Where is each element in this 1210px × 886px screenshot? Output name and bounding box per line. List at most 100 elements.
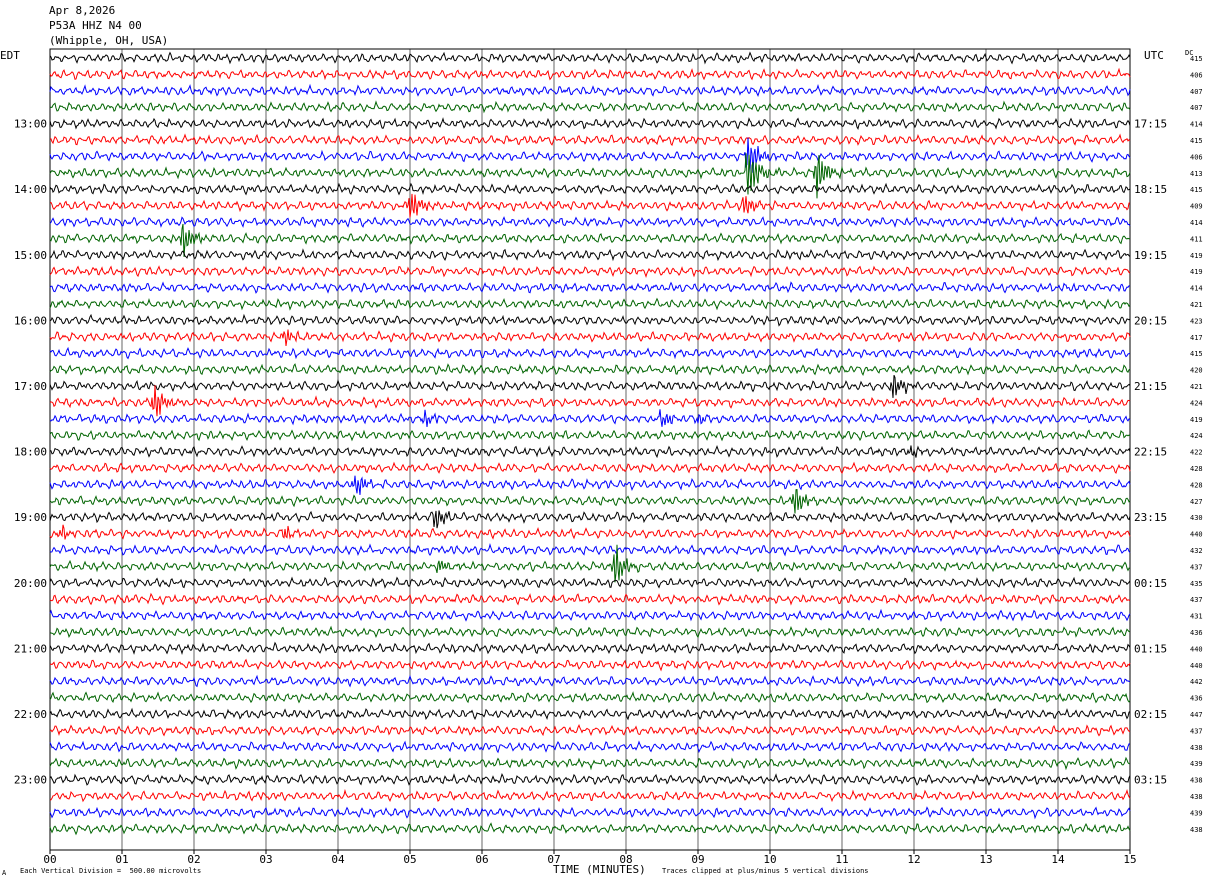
dc-offset-label: 414 bbox=[1190, 121, 1203, 129]
edt-hour-label: 17:00 bbox=[14, 380, 47, 393]
seismic-trace bbox=[49, 724, 1131, 737]
x-axis-title: TIME (MINUTES) bbox=[553, 863, 646, 876]
dc-offset-label: 415 bbox=[1190, 186, 1203, 194]
dc-offset-label: 438 bbox=[1190, 744, 1203, 752]
seismic-trace bbox=[49, 329, 1131, 346]
dc-offset-label: 439 bbox=[1190, 809, 1203, 817]
dc-offset-label: 424 bbox=[1190, 399, 1203, 407]
dc-offset-label: 422 bbox=[1190, 449, 1203, 457]
dc-offset-label: 419 bbox=[1190, 268, 1203, 276]
dc-column-label: DC bbox=[1185, 49, 1194, 57]
edt-hour-label: 16:00 bbox=[14, 314, 47, 327]
x-tick-label: 15 bbox=[1123, 853, 1136, 866]
utc-hour-label: 20:15 bbox=[1134, 314, 1167, 327]
dc-offset-label: 442 bbox=[1190, 678, 1203, 686]
dc-offset-label: 440 bbox=[1190, 662, 1203, 670]
dc-offset-label: 439 bbox=[1190, 760, 1203, 768]
edt-hour-label: 21:00 bbox=[14, 642, 47, 655]
seismic-trace bbox=[49, 608, 1131, 622]
dc-offset-label: 431 bbox=[1190, 613, 1203, 621]
seismic-trace bbox=[49, 740, 1130, 754]
edt-hour-label: 13:00 bbox=[14, 118, 47, 131]
seismic-trace bbox=[49, 625, 1130, 639]
seismic-trace bbox=[49, 248, 1131, 262]
seismic-trace bbox=[49, 674, 1131, 688]
corner-mark: A bbox=[2, 869, 7, 877]
seismic-trace bbox=[49, 363, 1131, 377]
x-tick-label: 06 bbox=[475, 853, 488, 866]
dc-offset-label: 415 bbox=[1190, 137, 1203, 145]
seismic-trace bbox=[49, 216, 1131, 229]
seismic-trace bbox=[49, 297, 1131, 311]
header-station: P53A HHZ N4 00 bbox=[49, 19, 142, 32]
seismic-trace bbox=[49, 137, 1131, 173]
dc-offset-label: 417 bbox=[1190, 334, 1203, 342]
edt-zone-label: EDT bbox=[0, 49, 20, 62]
dc-offset-label: 414 bbox=[1190, 285, 1203, 293]
dc-offset-label: 419 bbox=[1190, 252, 1203, 260]
dc-offset-label: 436 bbox=[1190, 629, 1203, 637]
dc-offset-label: 419 bbox=[1190, 416, 1203, 424]
edt-hour-label: 14:00 bbox=[14, 183, 47, 196]
seismic-trace bbox=[49, 223, 1131, 257]
edt-hour-label: 15:00 bbox=[14, 249, 47, 262]
seismic-trace bbox=[49, 409, 1131, 428]
utc-hour-label: 01:15 bbox=[1134, 642, 1167, 655]
x-tick-label: 14 bbox=[1051, 853, 1065, 866]
seismic-trace bbox=[49, 822, 1131, 836]
seismic-trace bbox=[49, 576, 1131, 589]
seismic-trace bbox=[49, 772, 1131, 786]
seismic-trace bbox=[49, 756, 1131, 771]
seismic-trace bbox=[49, 543, 1131, 557]
seismic-trace bbox=[49, 489, 1131, 514]
seismic-trace bbox=[49, 346, 1131, 360]
dc-offset-label: 437 bbox=[1190, 596, 1203, 604]
utc-hour-labels: 17:15 18:15 19:15 20:15 21:15 22:15 23:15 00:15… bbox=[1134, 118, 1167, 787]
seismic-trace bbox=[49, 385, 1131, 417]
dc-offset-label: 420 bbox=[1190, 367, 1203, 375]
utc-hour-label: 19:15 bbox=[1134, 249, 1167, 262]
x-tick-label: 12 bbox=[907, 853, 920, 866]
header-date: Apr 8,2026 bbox=[49, 4, 116, 17]
x-tick-label: 01 bbox=[115, 853, 128, 866]
dc-offset-label: 428 bbox=[1190, 465, 1203, 473]
seismic-trace bbox=[49, 100, 1131, 114]
scale-note: Each Vertical Division = 500.00 microvol… bbox=[20, 867, 202, 875]
dc-offset-label: 438 bbox=[1190, 777, 1203, 785]
seismic-trace bbox=[49, 544, 1131, 583]
x-tick-label: 02 bbox=[187, 853, 200, 866]
seismic-trace bbox=[49, 788, 1131, 803]
clip-note: Traces clipped at plus/minus 5 vertical … bbox=[662, 867, 869, 875]
dc-offset-label: 406 bbox=[1190, 153, 1203, 161]
dc-offset-label: 411 bbox=[1190, 235, 1203, 243]
utc-hour-label: 02:15 bbox=[1134, 708, 1167, 721]
edt-hour-label: 20:00 bbox=[14, 577, 47, 590]
seismic-trace bbox=[49, 281, 1131, 294]
dc-offset-label: 413 bbox=[1190, 170, 1203, 178]
utc-hour-label: 17:15 bbox=[1134, 118, 1167, 131]
x-tick-label: 04 bbox=[331, 853, 345, 866]
dc-offset-label: 447 bbox=[1190, 711, 1203, 719]
utc-hour-label: 03:15 bbox=[1134, 774, 1167, 787]
seismic-trace bbox=[49, 51, 1131, 65]
seismic-trace bbox=[49, 475, 1131, 495]
seismic-trace bbox=[49, 707, 1131, 721]
x-tick-label: 03 bbox=[259, 853, 272, 866]
x-tick-label: 08 bbox=[619, 853, 632, 866]
dc-offset-label: 440 bbox=[1190, 645, 1203, 653]
utc-hour-label: 18:15 bbox=[1134, 183, 1167, 196]
seismic-trace bbox=[49, 117, 1131, 131]
x-tick-label: 07 bbox=[547, 853, 560, 866]
x-tick-label: 05 bbox=[403, 853, 416, 866]
dc-offset-label: 407 bbox=[1190, 88, 1203, 96]
dc-offset-label: 424 bbox=[1190, 432, 1203, 440]
dc-offset-label: 421 bbox=[1190, 383, 1203, 391]
dc-offset-label: 430 bbox=[1190, 514, 1203, 522]
seismic-trace bbox=[49, 182, 1131, 196]
seismic-trace bbox=[49, 641, 1131, 656]
utc-zone-label: UTC bbox=[1144, 49, 1164, 62]
seismic-trace bbox=[49, 133, 1131, 147]
traces bbox=[49, 51, 1131, 836]
dc-offset-label: 435 bbox=[1190, 580, 1203, 588]
